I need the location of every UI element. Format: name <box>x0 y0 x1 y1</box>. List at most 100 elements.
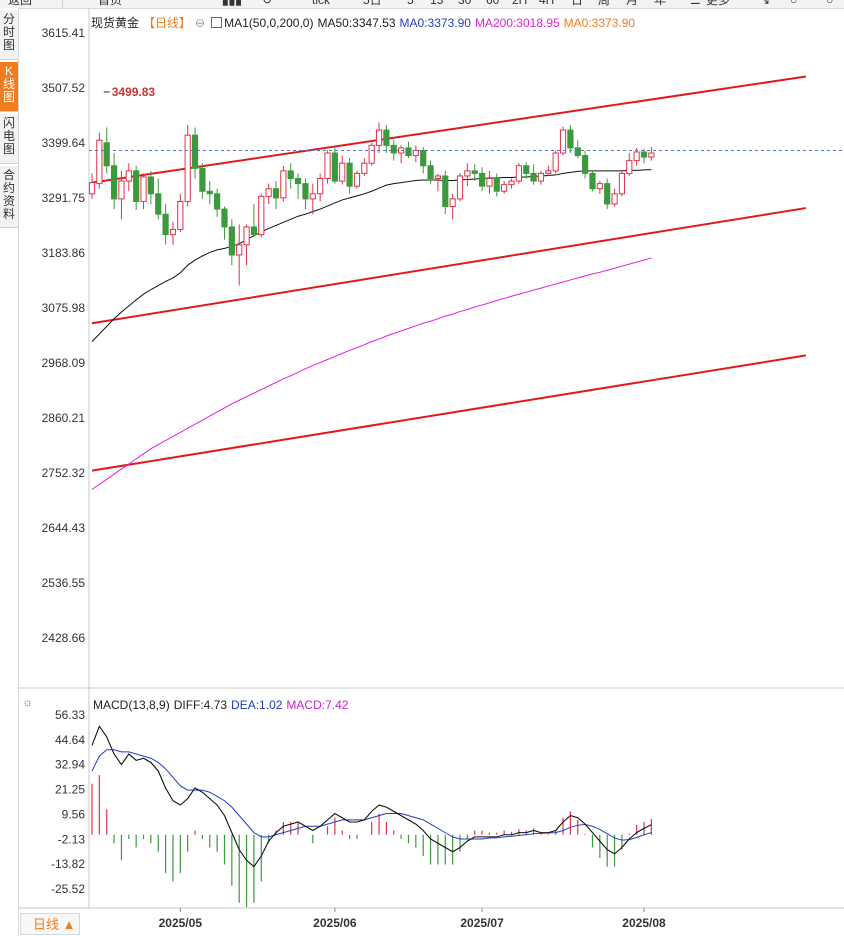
2h-button[interactable]: 2H <box>512 0 528 7</box>
candle-body[interactable] <box>317 178 324 195</box>
candle-body[interactable] <box>471 170 478 174</box>
candle-body[interactable] <box>604 183 611 205</box>
candle-body[interactable] <box>184 134 191 202</box>
candle-body[interactable] <box>523 165 530 174</box>
candle-body[interactable] <box>442 175 449 208</box>
refresh-icon[interactable]: ↻ <box>262 0 273 7</box>
candle-body[interactable] <box>294 178 302 185</box>
5day-button[interactable]: 5日 <box>363 0 382 7</box>
candle-body[interactable] <box>648 152 655 158</box>
candle-body[interactable] <box>280 170 287 199</box>
candle-body[interactable] <box>265 188 272 197</box>
30min-button[interactable]: 30 <box>458 0 472 7</box>
candle-body[interactable] <box>420 149 427 167</box>
candle-body[interactable] <box>228 226 235 256</box>
candle-body[interactable] <box>331 152 338 182</box>
candle-body[interactable] <box>191 134 199 169</box>
candle-body[interactable] <box>236 244 243 256</box>
tab-shandian[interactable]: 闪电图 <box>0 114 18 164</box>
search-icon[interactable]: ○ <box>790 0 798 7</box>
candle-body[interactable] <box>390 144 397 154</box>
ma-toggle-icon[interactable] <box>211 17 223 28</box>
candle-body[interactable] <box>346 162 353 187</box>
candle-body[interactable] <box>537 172 545 182</box>
home-button[interactable]: 首页 <box>98 0 123 7</box>
candle-body[interactable] <box>339 162 346 182</box>
candle-body[interactable] <box>640 151 648 158</box>
candle-body[interactable] <box>427 165 434 180</box>
candle-body[interactable] <box>574 147 581 157</box>
candle-body[interactable] <box>125 170 132 182</box>
candle-body[interactable] <box>147 176 154 195</box>
15min-button[interactable]: 15 <box>430 0 444 7</box>
draw-icon[interactable]: ↘ <box>760 0 771 7</box>
candle-body[interactable] <box>567 129 574 149</box>
candle-body[interactable] <box>478 172 486 187</box>
candle-body[interactable] <box>501 184 508 192</box>
settings-small-icon[interactable]: ⊖ <box>195 16 206 30</box>
candle-body[interactable] <box>589 172 596 190</box>
candle-body[interactable] <box>456 175 464 200</box>
candle-body[interactable] <box>618 172 626 195</box>
back-button[interactable]: 返回 <box>8 0 33 7</box>
candle-body[interactable] <box>250 226 258 236</box>
tab-heyue[interactable]: 合约资料 <box>0 166 18 228</box>
candle-body[interactable] <box>434 175 442 180</box>
candle-body[interactable] <box>309 193 316 200</box>
candle-body[interactable] <box>361 162 368 174</box>
bars-icon[interactable]: ▮▮▮ <box>222 0 242 7</box>
week-button[interactable]: 周 <box>598 0 611 7</box>
candle-body[interactable] <box>368 144 375 164</box>
menu-icon[interactable]: ☰ <box>690 0 701 7</box>
candle-body[interactable] <box>118 180 125 200</box>
channel-line-upper[interactable] <box>91 75 807 184</box>
candle-body[interactable] <box>530 172 537 182</box>
day-button[interactable]: 日 <box>571 0 584 7</box>
candle-body[interactable] <box>405 147 412 157</box>
candle-body[interactable] <box>258 195 265 236</box>
candle-body[interactable] <box>515 165 522 182</box>
indicator-settings-icon[interactable]: ☼ <box>22 695 33 709</box>
candle-body[interactable] <box>272 188 280 199</box>
candle-body[interactable] <box>582 155 589 174</box>
candle-body[interactable] <box>96 139 103 185</box>
candle-body[interactable] <box>88 182 96 195</box>
tab-fenshi[interactable]: 分时图 <box>0 10 18 60</box>
candle-body[interactable] <box>633 151 640 162</box>
period-tab[interactable]: 日线 ▲ <box>20 913 80 935</box>
candle-body[interactable] <box>302 183 309 200</box>
channel-line-lower[interactable] <box>91 354 807 472</box>
candle-body[interactable] <box>110 165 118 200</box>
candle-body[interactable] <box>559 129 567 154</box>
candle-body[interactable] <box>169 228 177 236</box>
candle-body[interactable] <box>449 198 456 208</box>
candle-body[interactable] <box>221 208 228 228</box>
5min-button[interactable]: 5 <box>407 0 414 7</box>
candle-body[interactable] <box>596 183 603 190</box>
candle-body[interactable] <box>626 160 633 174</box>
60min-button[interactable]: 60 <box>486 0 500 7</box>
candle-body[interactable] <box>133 170 140 202</box>
more-button[interactable]: 更多 <box>706 0 731 7</box>
month-button[interactable]: 月 <box>626 0 639 7</box>
candle-body[interactable] <box>155 193 162 215</box>
candle-body[interactable] <box>177 200 184 230</box>
candle-body[interactable] <box>353 172 361 187</box>
candle-body[interactable] <box>140 176 147 202</box>
candle-body[interactable] <box>545 170 552 174</box>
candle-body[interactable] <box>493 178 500 192</box>
tab-kline[interactable]: K线图 <box>0 62 18 112</box>
candle-body[interactable] <box>611 193 618 205</box>
candle-body[interactable] <box>383 129 390 146</box>
candle-body[interactable] <box>486 178 493 187</box>
channel-line-middle[interactable] <box>91 207 807 325</box>
4h-button[interactable]: 4H <box>539 0 555 7</box>
candle-body[interactable] <box>243 226 250 246</box>
candle-body[interactable] <box>552 152 559 172</box>
candle-body[interactable] <box>287 170 294 180</box>
candle-body[interactable] <box>464 170 471 177</box>
settings-icon[interactable]: ○ <box>826 0 834 7</box>
candle-body[interactable] <box>375 129 383 146</box>
candle-body[interactable] <box>324 152 331 180</box>
